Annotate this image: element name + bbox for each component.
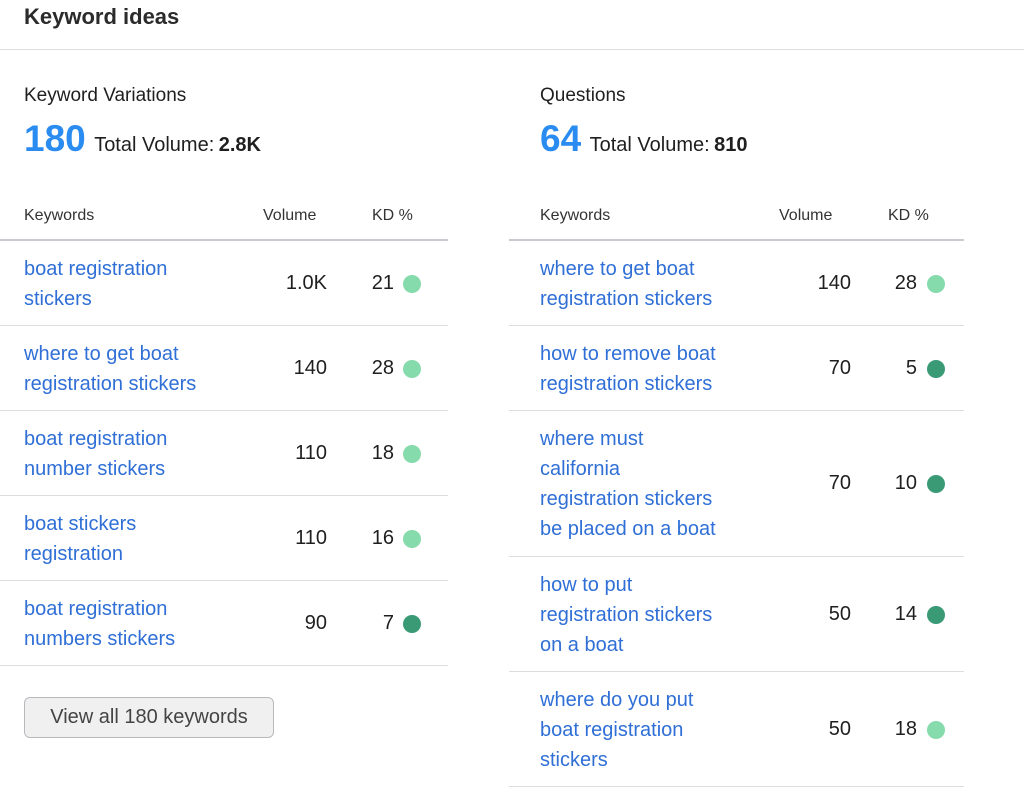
kd-value: 16 xyxy=(371,526,394,549)
kd-value: 28 xyxy=(894,271,917,294)
volume-value: 70 xyxy=(828,356,851,379)
keyword-line: boat registration xyxy=(540,718,684,741)
keyword-line: where do you put xyxy=(540,688,694,711)
keyword-line: california xyxy=(540,458,621,480)
kd-indicator-light-icon xyxy=(403,444,421,463)
keyword-line: how to put xyxy=(540,573,633,596)
table-row: where to get boat registration stickers 14… xyxy=(0,326,448,411)
table-row: where to get boat registration stickers 14… xyxy=(509,241,964,326)
keyword-link[interactable]: how to remove boat registration stickers xyxy=(540,339,716,399)
volume-value: 70 xyxy=(828,472,851,494)
section-title: Questions xyxy=(540,85,626,106)
column-header-keywords[interactable]: Keywords xyxy=(540,207,611,224)
column-header-volume[interactable]: Volume xyxy=(779,207,833,224)
table-row: how to put registration stickers on a boat… xyxy=(509,557,964,672)
page-title: Keyword ideas xyxy=(24,4,180,29)
total-volume-value: 810 xyxy=(714,134,748,156)
keyword-link[interactable]: boat registration numbers stickers xyxy=(24,594,175,654)
volume-value: 90 xyxy=(304,611,327,634)
keyword-line: registration stickers xyxy=(24,372,197,395)
kd-value: 28 xyxy=(371,356,394,379)
keyword-line: registration stickers xyxy=(540,287,713,310)
keyword-line: boat stickers xyxy=(24,512,137,535)
keyword-line: number stickers xyxy=(24,457,166,480)
section-title: Keyword Variations xyxy=(24,85,187,106)
keyword-link[interactable]: boat registration stickers xyxy=(24,254,167,314)
volume-value: 140 xyxy=(817,271,851,294)
keyword-line: boat registration xyxy=(24,597,168,620)
keyword-link[interactable]: where to get boat registration stickers xyxy=(24,339,196,399)
keyword-line: be placed on a boat xyxy=(540,518,716,540)
kd-value: 21 xyxy=(371,271,394,294)
kd-indicator-light-icon xyxy=(927,274,945,293)
total-volume-label: Total Volume: xyxy=(94,134,215,156)
kd-indicator-light-icon xyxy=(403,274,421,293)
keyword-link[interactable]: where must california registration sticker… xyxy=(540,424,716,544)
volume-value: 110 xyxy=(295,526,327,549)
page-header: Keyword ideas xyxy=(0,0,1024,50)
kd-value: 18 xyxy=(371,441,394,464)
keyword-line: on a boat xyxy=(540,633,624,656)
volume-value: 1.0K xyxy=(285,271,327,294)
kd-indicator-dark-icon xyxy=(927,605,945,624)
table-row: where must california registration sticker… xyxy=(509,411,964,557)
summary: 180 Total Volume: 2.8K xyxy=(24,118,261,160)
summary: 64 Total Volume: 810 xyxy=(540,118,748,160)
column-header-kd[interactable]: KD % xyxy=(888,207,929,224)
keyword-count: 180 xyxy=(24,118,86,159)
kd-indicator-dark-icon xyxy=(927,475,945,493)
kd-indicator-light-icon xyxy=(403,529,421,548)
keyword-line: where to get boat xyxy=(24,342,179,365)
keyword-line: registration xyxy=(24,542,123,565)
volume-value: 50 xyxy=(828,717,851,740)
table-header: Keywords Volume KD % xyxy=(509,193,964,241)
keyword-link[interactable]: where to get boat registration stickers xyxy=(540,254,712,314)
column-header-keywords[interactable]: Keywords xyxy=(24,207,95,224)
table-row: boat registration numbers stickers 90 7 xyxy=(0,581,448,666)
kd-value: 18 xyxy=(894,717,917,740)
keyword-line: boat registration xyxy=(24,257,168,280)
keyword-link[interactable]: boat stickers registration xyxy=(24,509,136,569)
question-count: 64 xyxy=(540,118,582,159)
column-header-volume[interactable]: Volume xyxy=(263,207,317,224)
keyword-line: where must xyxy=(540,428,644,450)
kd-value: 7 xyxy=(382,611,394,634)
volume-value: 140 xyxy=(293,356,327,379)
kd-value: 14 xyxy=(894,602,917,625)
keyword-line: registration stickers xyxy=(540,488,713,510)
kd-value: 5 xyxy=(905,356,917,379)
table-row: where do you put boat registration sticker… xyxy=(509,672,964,787)
keyword-line: registration stickers xyxy=(540,372,713,395)
keyword-line: stickers xyxy=(540,748,608,771)
keyword-link[interactable]: where do you put boat registration sticker… xyxy=(540,685,693,775)
table-row: how to remove boat registration stickers 7… xyxy=(509,326,964,411)
keyword-link[interactable]: boat registration number stickers xyxy=(24,424,167,484)
volume-value: 50 xyxy=(828,602,851,625)
table-header: Keywords Volume KD % xyxy=(0,193,448,241)
total-volume-value: 2.8K xyxy=(218,134,261,156)
column-header-kd[interactable]: KD % xyxy=(372,207,413,224)
keyword-line: boat registration xyxy=(24,427,168,450)
kd-indicator-light-icon xyxy=(927,720,945,739)
volume-value: 110 xyxy=(295,441,327,464)
keyword-line: stickers xyxy=(24,287,92,310)
kd-value: 10 xyxy=(894,472,917,494)
keyword-line: numbers stickers xyxy=(24,627,176,650)
table-row: boat registration stickers 1.0K 21 xyxy=(0,241,448,326)
kd-indicator-dark-icon xyxy=(927,359,945,378)
total-volume-label: Total Volume: xyxy=(589,134,710,156)
keyword-line: registration stickers xyxy=(540,603,713,626)
keyword-link[interactable]: how to put registration stickers on a boat xyxy=(540,570,712,660)
table-row: boat stickers registration 110 16 xyxy=(0,496,448,581)
keyword-line: where to get boat xyxy=(540,257,695,280)
table-row: boat registration number stickers 110 18 xyxy=(0,411,448,496)
kd-indicator-light-icon xyxy=(403,359,421,378)
view-all-keywords-button[interactable]: View all 180 keywords xyxy=(24,697,274,738)
keyword-line: how to remove boat xyxy=(540,342,716,365)
kd-indicator-dark-icon xyxy=(403,614,421,633)
